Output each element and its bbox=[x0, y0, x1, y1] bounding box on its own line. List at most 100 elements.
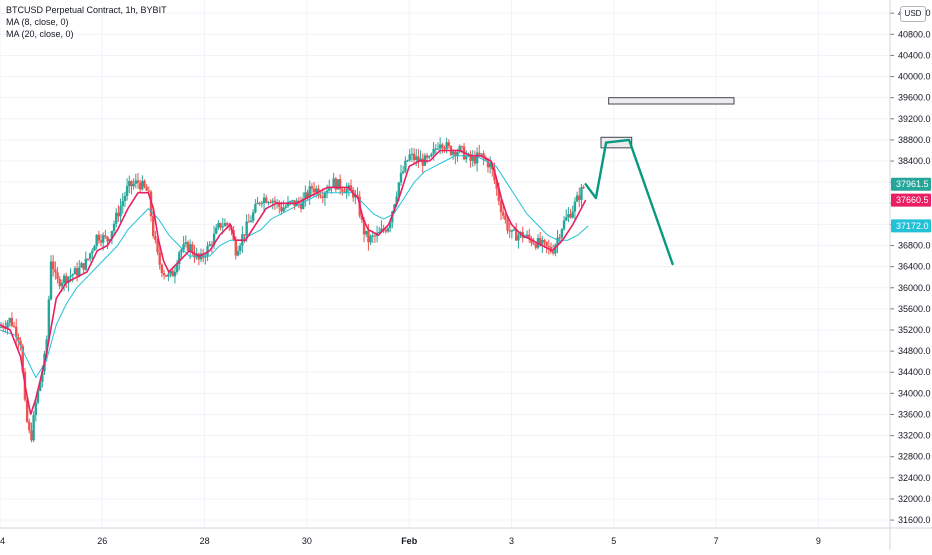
candle-body bbox=[236, 251, 240, 256]
candle-body bbox=[71, 274, 74, 276]
ma-slow-legend[interactable]: MA (20, close, 0) bbox=[6, 29, 74, 39]
price-tag bbox=[891, 177, 931, 191]
candle-body bbox=[447, 142, 451, 147]
candle-body bbox=[347, 185, 351, 189]
candle-body bbox=[517, 235, 520, 241]
x-tick-label: 24 bbox=[0, 536, 5, 546]
y-tick-label: 35600.0 bbox=[898, 304, 931, 314]
candle-body bbox=[167, 273, 170, 277]
candle-body bbox=[73, 268, 77, 275]
candle-body bbox=[38, 382, 42, 391]
candle-body bbox=[47, 299, 51, 340]
currency-badge[interactable]: USD bbox=[900, 6, 926, 22]
candle-body bbox=[106, 236, 109, 242]
time-axis[interactable]: 24 26 28 30 Feb 3 5 7 9 bbox=[0, 527, 932, 546]
candle-body bbox=[182, 243, 185, 250]
candle-body bbox=[573, 201, 577, 212]
candle-body bbox=[60, 282, 64, 287]
price-tag bbox=[891, 193, 931, 207]
candle-body bbox=[367, 230, 370, 243]
candle-body bbox=[578, 195, 581, 200]
candle-body bbox=[134, 180, 138, 184]
candle-body bbox=[171, 270, 174, 277]
candle-body bbox=[554, 244, 557, 254]
candle-body bbox=[75, 268, 79, 276]
candle-body bbox=[0, 326, 3, 328]
candle-body bbox=[373, 235, 377, 237]
candle-body bbox=[334, 178, 337, 190]
candle-body bbox=[104, 235, 107, 237]
candle-body bbox=[34, 402, 38, 416]
candle-body bbox=[301, 198, 305, 209]
candle-body bbox=[288, 201, 292, 203]
y-tick-label: 38800.0 bbox=[898, 135, 931, 145]
y-tick-label: 39600.0 bbox=[898, 93, 931, 103]
candle-body bbox=[258, 202, 261, 204]
candle-body bbox=[256, 202, 259, 205]
candle-body bbox=[488, 162, 492, 168]
candle-body bbox=[180, 249, 183, 253]
candle-body bbox=[312, 188, 316, 193]
candle-body bbox=[325, 190, 329, 193]
price-axis[interactable]: 41200.040800.040400.040000.039600.039200… bbox=[889, 0, 931, 550]
candle-body bbox=[278, 202, 281, 207]
candle-body bbox=[282, 207, 285, 212]
x-tick-label: Feb bbox=[401, 536, 418, 546]
y-tick-label: 32800.0 bbox=[898, 452, 931, 462]
y-tick-label: 39200.0 bbox=[898, 114, 931, 124]
legend: BTCUSD Perpetual Contract, 1h, BYBIT MA … bbox=[6, 4, 167, 40]
symbol-title[interactable]: BTCUSD Perpetual Contract, 1h, BYBIT bbox=[6, 5, 167, 15]
drawings[interactable] bbox=[584, 97, 735, 266]
candle-body bbox=[410, 153, 414, 155]
candle-body bbox=[62, 275, 66, 283]
candle-body bbox=[406, 160, 409, 162]
candle-body bbox=[173, 272, 177, 277]
candle-body bbox=[204, 256, 207, 258]
candle-body bbox=[501, 212, 505, 216]
x-tick-label: 26 bbox=[97, 536, 107, 546]
candle-body bbox=[271, 200, 274, 203]
candle-body bbox=[478, 152, 481, 155]
candle-body bbox=[121, 201, 124, 207]
y-tick-label: 40400.0 bbox=[898, 50, 931, 60]
candle-body bbox=[247, 221, 251, 223]
candle-body bbox=[545, 241, 548, 246]
candle-body bbox=[508, 230, 511, 232]
candle-body bbox=[493, 169, 496, 181]
candle-body bbox=[399, 172, 403, 183]
x-tick-label: 30 bbox=[302, 536, 312, 546]
candle-body bbox=[436, 148, 440, 150]
candle-body bbox=[151, 216, 155, 236]
candle-body bbox=[575, 195, 579, 202]
candle-body bbox=[328, 186, 331, 191]
candle-body bbox=[384, 230, 387, 232]
candle-body bbox=[565, 217, 568, 221]
candle-body bbox=[560, 229, 564, 238]
y-tick-label: 40800.0 bbox=[898, 29, 931, 39]
y-tick-label: 32000.0 bbox=[898, 494, 931, 504]
candle-body bbox=[147, 190, 151, 192]
candle-body bbox=[36, 390, 40, 403]
candles bbox=[0, 137, 585, 443]
x-tick-label: 7 bbox=[714, 536, 719, 546]
candle-body bbox=[41, 371, 44, 383]
candle-body bbox=[58, 278, 61, 287]
candle-body bbox=[78, 267, 81, 276]
candle-body bbox=[547, 245, 551, 247]
candle-body bbox=[556, 237, 559, 245]
candle-body bbox=[499, 200, 503, 213]
candle-body bbox=[149, 191, 153, 217]
candle-body bbox=[460, 146, 464, 148]
candle-body bbox=[25, 399, 29, 422]
candle-body bbox=[188, 244, 192, 251]
ma-fast-legend[interactable]: MA (8, close, 0) bbox=[6, 17, 69, 27]
candle-body bbox=[306, 192, 309, 198]
candle-body bbox=[451, 151, 455, 155]
candle-body bbox=[30, 430, 33, 441]
candle-body bbox=[86, 258, 90, 260]
candle-body bbox=[386, 228, 390, 232]
candle-body bbox=[551, 251, 555, 254]
candle-body bbox=[441, 144, 444, 149]
